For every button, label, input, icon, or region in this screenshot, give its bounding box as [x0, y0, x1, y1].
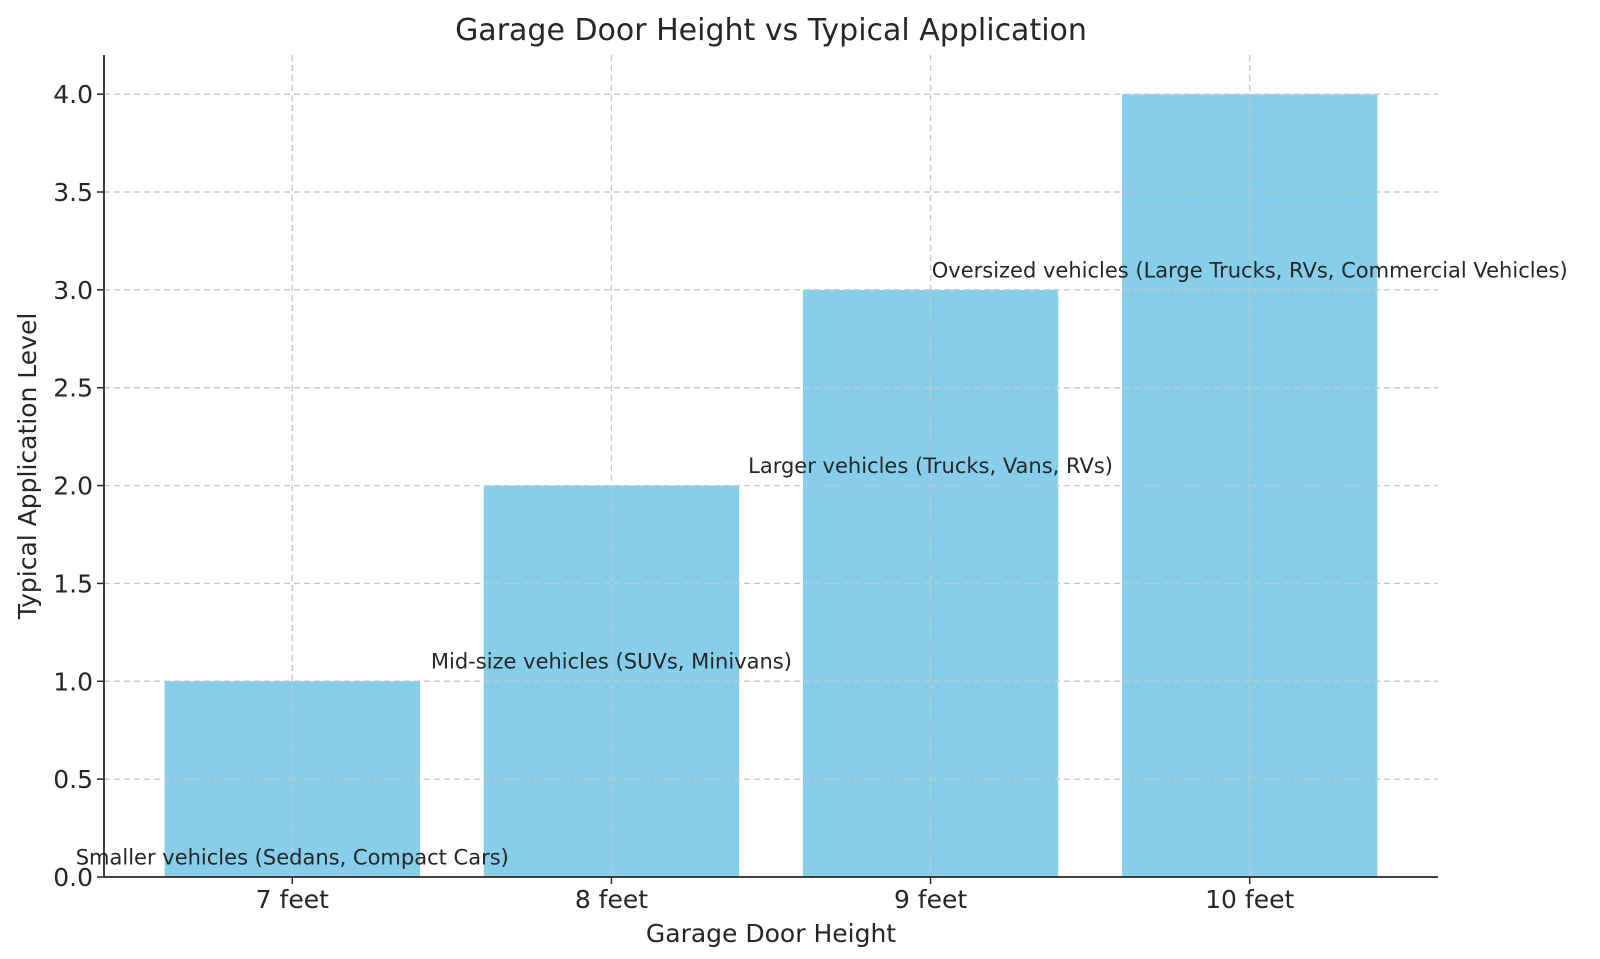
- y-tick-label: 2.0: [53, 472, 93, 501]
- y-tick-label: 1.0: [53, 667, 93, 696]
- bar-annotation: Oversized vehicles (Large Trucks, RVs, C…: [932, 258, 1568, 282]
- y-tick-label: 3.0: [53, 276, 93, 305]
- grid-overlay: [291, 55, 1251, 877]
- x-tick-label: 7 feet: [256, 885, 329, 914]
- y-ticks: 0.0 0.5 1.0 1.5 2.0 2.5 3.0 3.5 4.0: [53, 80, 104, 892]
- x-tick-label: 8 feet: [575, 885, 648, 914]
- y-tick-label: 4.0: [53, 80, 93, 109]
- x-tick-label: 9 feet: [894, 885, 967, 914]
- bar-annotation: Mid-size vehicles (SUVs, Minivans): [431, 650, 792, 674]
- y-tick-label: 1.5: [53, 569, 93, 598]
- y-tick-label: 2.5: [53, 374, 93, 403]
- bar-annotation: Larger vehicles (Trucks, Vans, RVs): [748, 454, 1113, 478]
- bar-annotation: Smaller vehicles (Sedans, Compact Cars): [76, 845, 509, 869]
- y-tick-label: 0.0: [53, 863, 93, 892]
- x-tick-label: 10 feet: [1205, 885, 1294, 914]
- x-axis-label: Garage Door Height: [646, 919, 896, 948]
- chart-title: Garage Door Height vs Typical Applicatio…: [455, 13, 1087, 48]
- annotations: Smaller vehicles (Sedans, Compact Cars) M…: [76, 258, 1568, 869]
- y-axis-label: Typical Application Level: [13, 313, 42, 621]
- y-tick-label: 0.5: [53, 765, 93, 794]
- y-tick-label: 3.5: [53, 178, 93, 207]
- x-ticks: 7 feet 8 feet 9 feet 10 feet: [256, 877, 1294, 914]
